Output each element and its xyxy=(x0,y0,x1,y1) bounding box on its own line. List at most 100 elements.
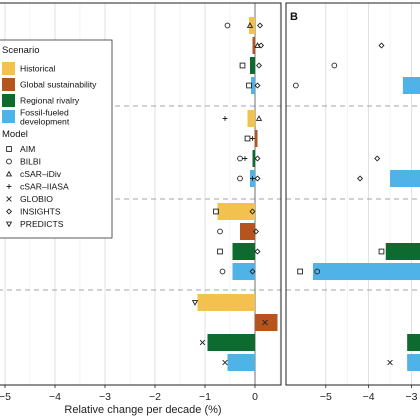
marker-csar-idiv xyxy=(246,22,254,28)
marker-bilbi xyxy=(292,82,299,89)
legend-model-title: Model xyxy=(2,129,28,140)
legend-plus-icon xyxy=(6,184,12,189)
bar-global-sustainability xyxy=(255,314,278,331)
x-tick-label: −5 xyxy=(0,391,11,403)
marker-aim xyxy=(297,268,303,275)
legend-scenario-label: Global sustainability xyxy=(20,80,97,90)
plot-frame xyxy=(285,2,420,386)
bar-regional-rivalry xyxy=(407,334,420,351)
marker-csar-iiasa xyxy=(250,136,255,141)
marker-insights xyxy=(252,228,260,235)
marker-csar-iiasa xyxy=(222,116,228,121)
bar-historical xyxy=(249,17,255,34)
marker-insights xyxy=(254,175,261,182)
legend-cross-icon xyxy=(6,196,12,202)
legend-swatch xyxy=(2,62,15,75)
marker-csar-iiasa xyxy=(242,156,248,161)
legend-box xyxy=(0,39,113,239)
marker-bilbi xyxy=(217,228,223,235)
marker-insights xyxy=(254,155,261,162)
bar-fossil-fueled-development xyxy=(312,263,420,280)
legend-scenario-label: Historical xyxy=(20,64,55,74)
legend-triangle-down-icon xyxy=(5,221,13,228)
x-axis-label: Relative change per decade (%) xyxy=(64,404,221,416)
marker-insights xyxy=(249,268,256,275)
marker-insights xyxy=(256,22,264,29)
marker-bilbi xyxy=(331,62,338,69)
bar-fossil-fueled-development xyxy=(407,354,420,371)
x-tick-label: −4 xyxy=(49,391,61,403)
bar-fossil-fueled-development xyxy=(390,170,420,187)
marker-bilbi xyxy=(237,155,243,162)
marker-aim xyxy=(217,248,223,255)
marker-csar-idiv xyxy=(255,115,263,121)
bar-global-sustainability xyxy=(255,130,258,147)
bar-historical xyxy=(217,203,255,220)
legend-scenario-label: Fossil-fueled xyxy=(20,108,69,118)
x-tick-label: 0 xyxy=(252,391,258,403)
legend-model-label: BILBI xyxy=(20,157,41,167)
marker-aim xyxy=(244,135,251,142)
x-tick-label: −3 xyxy=(99,391,111,403)
legend-scenario-label: Regional rivalry xyxy=(20,96,80,106)
x-tick-label: −1 xyxy=(199,391,211,403)
bar-regional-rivalry xyxy=(207,334,255,351)
bar-historical xyxy=(197,294,255,311)
bar-fossil-fueled-development xyxy=(251,77,255,94)
bar-regional-rivalry xyxy=(232,243,255,260)
bar-global-sustainability xyxy=(240,223,255,240)
bar-regional-rivalry xyxy=(385,243,420,260)
bar-regional-rivalry xyxy=(252,150,255,167)
legend-circle-icon xyxy=(6,158,12,165)
panel-b-label: B xyxy=(290,11,298,23)
legend-swatch xyxy=(2,110,15,123)
marker-csar-iiasa xyxy=(250,176,255,181)
legend-model-label: cSAR–IIASA xyxy=(20,182,69,192)
bar-fossil-fueled-development xyxy=(232,263,255,280)
marker-globio xyxy=(199,339,206,346)
plot-background xyxy=(286,3,420,385)
marker-aim xyxy=(239,62,246,69)
marker-bilbi xyxy=(237,175,243,182)
legend-model-label: cSAR–iDiv xyxy=(20,169,62,179)
plot-frame xyxy=(0,2,282,386)
marker-aim xyxy=(378,248,385,255)
legend-triangle-icon xyxy=(5,170,13,177)
bar-fossil-fueled-development xyxy=(402,77,420,94)
marker-insights xyxy=(374,155,381,162)
bar-regional-rivalry xyxy=(250,57,255,74)
x-tick-label: −3 xyxy=(405,391,417,403)
panel-b: −5 −4 −3 xyxy=(285,2,420,403)
marker-insights xyxy=(378,42,385,49)
x-tick-label: −4 xyxy=(363,391,375,403)
legend: Scenario Historical Global sustainability R… xyxy=(0,39,113,239)
legend-square-icon xyxy=(6,146,12,152)
bar-fossil-fueled-development xyxy=(227,354,255,371)
marker-globio xyxy=(387,359,393,366)
legend-model-label: PREDICTS xyxy=(20,219,64,229)
marker-insights xyxy=(257,42,265,49)
x-tick-label: −2 xyxy=(149,391,161,403)
marker-bilbi xyxy=(219,268,226,275)
bar-historical xyxy=(247,110,255,127)
marker-insights xyxy=(255,62,263,69)
marker-globio xyxy=(222,359,228,366)
bar-global-sustainability xyxy=(252,37,255,54)
legend-model-label: GLOBIO xyxy=(20,194,53,204)
marker-insights xyxy=(357,175,364,182)
legend-diamond-icon xyxy=(5,208,13,215)
legend-swatch xyxy=(2,78,15,91)
x-tick-label: −5 xyxy=(320,391,332,403)
marker-insights xyxy=(254,248,261,255)
marker-insights xyxy=(254,82,261,89)
marker-predicts xyxy=(191,300,199,306)
marker-globio xyxy=(262,319,268,326)
marker-bilbi xyxy=(224,22,231,29)
marker-bilbi xyxy=(314,268,321,275)
legend-model-label: AIM xyxy=(20,144,35,154)
legend-swatch xyxy=(2,94,15,107)
marker-aim xyxy=(213,208,219,215)
marker-insights xyxy=(249,208,256,215)
legend-model-label: INSIGHTS xyxy=(20,207,61,217)
